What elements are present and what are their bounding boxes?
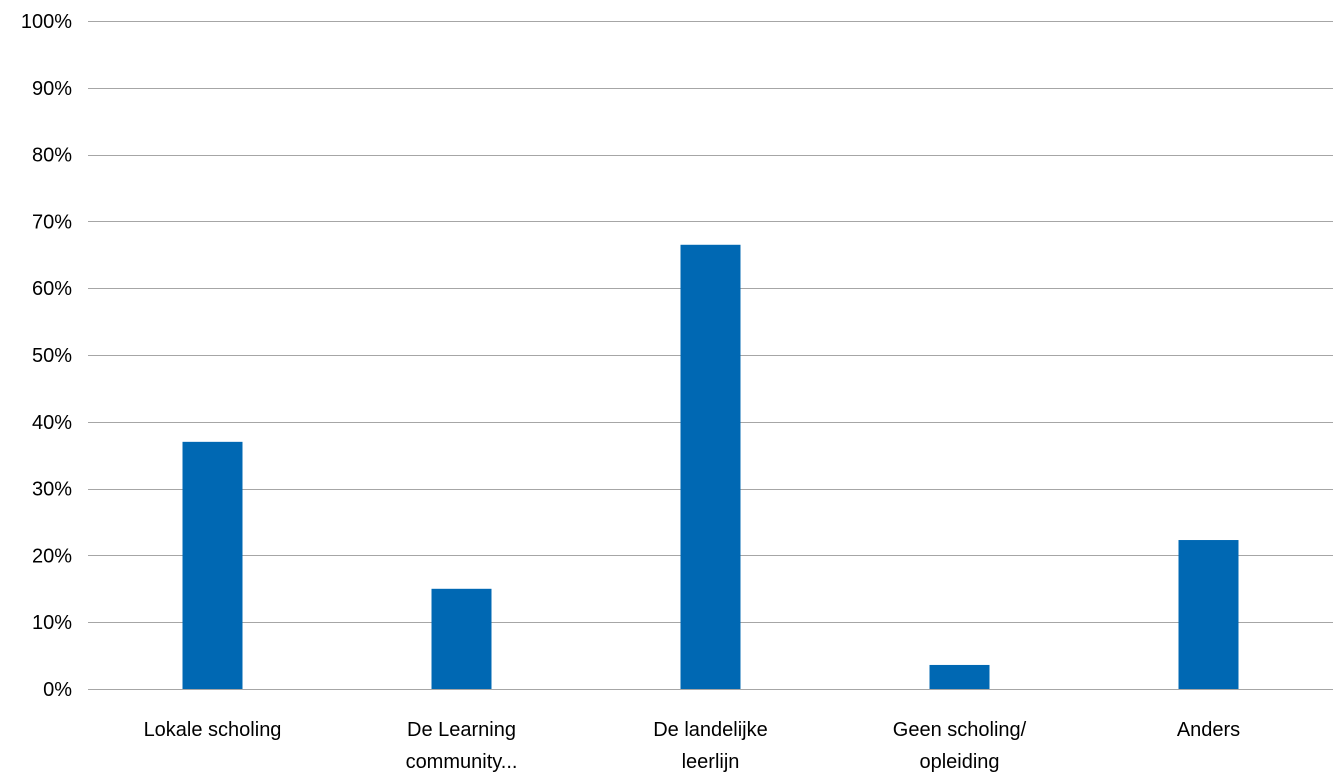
bar-5 (1178, 540, 1239, 689)
x-category-label: community... (406, 751, 518, 773)
x-category-label: opleiding (919, 751, 999, 773)
bar-3 (680, 244, 741, 689)
x-category-label: De Learning (407, 719, 516, 741)
x-category-label: Geen scholing/ (893, 719, 1027, 741)
y-tick-label: 60% (32, 278, 72, 300)
y-tick-label: 70% (32, 211, 72, 233)
y-tick-label: 90% (32, 78, 72, 100)
x-category-label: leerlijn (682, 751, 740, 773)
y-tick-label: 0% (43, 679, 72, 701)
y-tick-label: 30% (32, 479, 72, 501)
x-category-label: De landelijke (653, 719, 768, 741)
y-tick-label: 10% (32, 612, 72, 634)
x-axis-category-labels: Lokale scholing De Learning community... De… (144, 719, 1241, 773)
bar-4 (929, 664, 990, 689)
y-axis-tick-labels: 0% 10% 20% 30% 40% 50% 60% 70% 80% 90% 100% (21, 11, 72, 701)
y-tick-label: 100% (21, 11, 72, 33)
x-category-label: Lokale scholing (144, 719, 282, 741)
y-tick-label: 20% (32, 545, 72, 567)
bar-2 (431, 588, 492, 689)
x-category-label: Anders (1177, 719, 1240, 741)
y-tick-label: 80% (32, 145, 72, 167)
y-tick-label: 40% (32, 412, 72, 434)
bar-1 (182, 441, 243, 689)
bars (182, 244, 1239, 689)
y-tick-label: 50% (32, 345, 72, 367)
